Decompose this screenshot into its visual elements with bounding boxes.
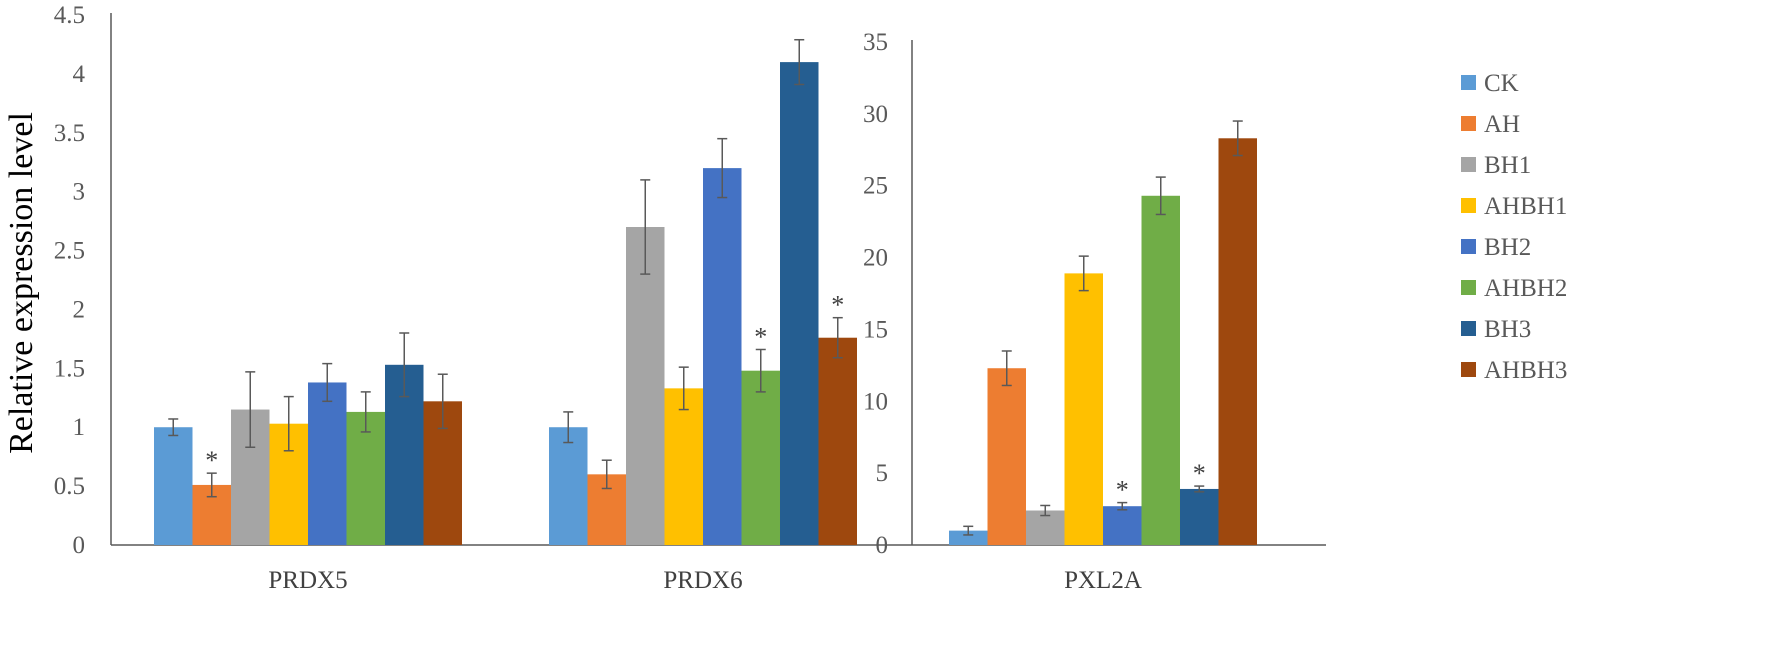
legend-label: BH2 <box>1484 234 1531 261</box>
legend-item: CK <box>1461 70 1519 97</box>
bar-ahbh2 <box>741 370 780 545</box>
legend-swatch <box>1461 280 1476 295</box>
bar-ah <box>987 368 1026 545</box>
legend-swatch <box>1461 116 1476 131</box>
legend-item: BH2 <box>1461 234 1531 261</box>
legend-label: BH3 <box>1484 316 1531 343</box>
bar-ahbh1 <box>664 388 703 545</box>
group-pxl2a: ** <box>949 120 1257 545</box>
left-tick-label: 2.5 <box>54 238 85 265</box>
left-tick-label: 3.5 <box>54 120 85 147</box>
significance-marker: * <box>1193 459 1206 488</box>
legend-item: BH1 <box>1461 152 1531 179</box>
significance-marker: * <box>831 291 844 320</box>
bar-ahbh3 <box>1218 138 1257 545</box>
legend-swatch <box>1461 362 1476 377</box>
left-tick-label: 2 <box>73 296 86 323</box>
bar-ahbh2 <box>346 411 385 545</box>
legend-swatch <box>1461 157 1476 172</box>
category-labels: PRDX5 PRDX6 PXL2A <box>268 567 1141 594</box>
bar-bh2 <box>308 382 347 545</box>
significance-marker: * <box>1116 476 1129 505</box>
legend-label: AHBH2 <box>1484 275 1567 302</box>
significance-marker: * <box>205 446 218 475</box>
legend-label: BH1 <box>1484 152 1531 179</box>
bar-groups: ***** <box>111 38 1326 546</box>
legend-label: AHBH3 <box>1484 357 1567 384</box>
left-tick-label: 0.5 <box>54 473 85 500</box>
legend-label: AH <box>1484 111 1520 138</box>
bar-bh1 <box>626 227 665 545</box>
group-prdx5: * <box>154 332 462 545</box>
category-label: PRDX5 <box>268 567 347 594</box>
significance-marker: * <box>754 322 767 351</box>
bar-bh2 <box>703 168 742 545</box>
bar-ck <box>549 427 588 545</box>
right-tick-label: 10 <box>863 388 888 415</box>
legend-item: AH <box>1461 111 1520 138</box>
bar-ck <box>949 530 988 545</box>
left-y-axis: 0 0.5 1 1.5 2 2.5 3 3.5 4 4.5 <box>54 2 112 559</box>
y-axis-label: Relative expression level <box>3 112 40 454</box>
right-tick-label: 35 <box>863 29 888 56</box>
legend-item: AHBH1 <box>1461 193 1567 220</box>
right-tick-label: 25 <box>863 173 888 200</box>
bar-ahbh1 <box>1064 273 1103 545</box>
bar-bh2 <box>1103 506 1142 545</box>
category-label: PXL2A <box>1064 567 1142 594</box>
legend-item: BH3 <box>1461 316 1531 343</box>
right-tick-label: 5 <box>876 460 889 487</box>
legend-swatch <box>1461 75 1476 90</box>
left-tick-label: 4.5 <box>54 2 85 29</box>
group-prdx6: ** <box>549 38 857 545</box>
legend-label: CK <box>1484 70 1519 97</box>
left-tick-label: 1.5 <box>54 355 85 382</box>
right-tick-label: 20 <box>863 245 888 272</box>
legend-swatch <box>1461 198 1476 213</box>
legend-item: AHBH3 <box>1461 357 1567 384</box>
bar-bh3 <box>780 62 819 545</box>
left-tick-label: 3 <box>73 179 86 206</box>
bar-ahbh2 <box>1141 195 1180 545</box>
legend-swatch <box>1461 321 1476 336</box>
right-tick-label: 15 <box>863 316 888 343</box>
legend-label: AHBH1 <box>1484 193 1567 220</box>
legend-swatch <box>1461 239 1476 254</box>
left-tick-label: 1 <box>73 414 86 441</box>
right-tick-label: 30 <box>863 101 888 128</box>
bar-ahbh3 <box>818 337 857 545</box>
left-tick-label: 4 <box>73 61 86 88</box>
category-label: PRDX6 <box>663 567 742 594</box>
bar-ck <box>154 427 193 545</box>
bar-bh3 <box>1180 488 1219 545</box>
legend-item: AHBH2 <box>1461 275 1567 302</box>
left-tick-label: 0 <box>73 532 86 559</box>
